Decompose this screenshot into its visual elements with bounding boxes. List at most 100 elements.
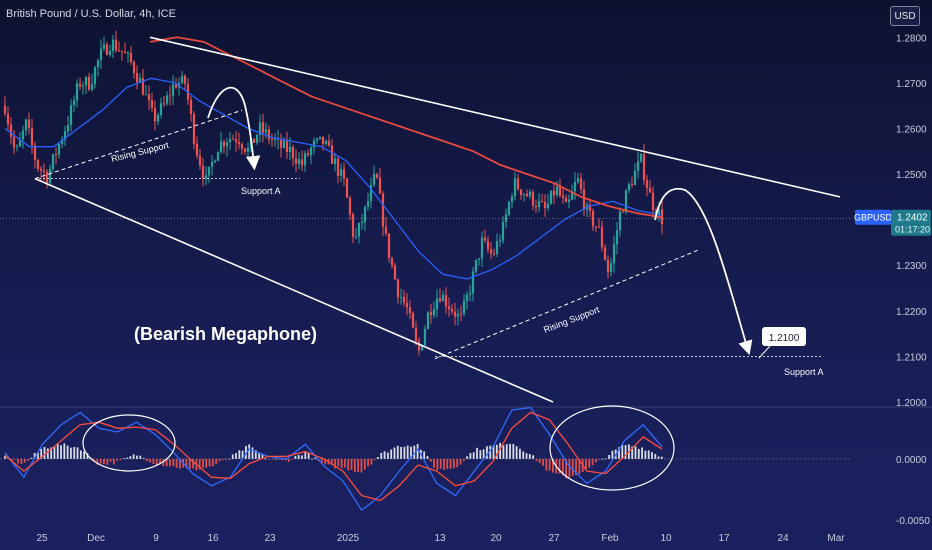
macd-histogram-bar <box>129 456 132 459</box>
price-tag-countdown: 01:17:20 <box>895 225 930 235</box>
macd-histogram-bar <box>347 458 350 471</box>
macd-histogram-bar <box>515 446 518 459</box>
rising-support-label-2: Rising Support <box>542 304 601 335</box>
candle-body <box>363 206 367 222</box>
candle-body <box>435 298 439 310</box>
candle-body <box>486 240 490 250</box>
target-pointer <box>758 345 771 359</box>
candle-body <box>651 192 655 211</box>
candle-body <box>156 114 160 122</box>
candle-body <box>297 159 301 164</box>
candle-body <box>582 189 586 210</box>
macd-histogram-bar <box>360 458 363 473</box>
target-callout <box>762 327 806 346</box>
macd-histogram-bar <box>578 458 581 475</box>
candle-body <box>357 223 361 237</box>
macd-histogram-bar <box>188 458 191 469</box>
time-tick-label: 2025 <box>337 533 360 544</box>
macd-histogram-bar <box>13 458 16 460</box>
macd-histogram-bar <box>618 447 620 459</box>
candle-body <box>639 153 643 162</box>
candle-body <box>405 302 409 308</box>
currency-button[interactable]: USD <box>890 6 920 26</box>
candle-body <box>507 202 511 215</box>
macd-tick-label: -0.0050 <box>896 516 930 527</box>
candle-body <box>282 140 286 148</box>
candle-body <box>189 99 193 115</box>
candle-body <box>441 294 445 302</box>
time-tick-label: 17 <box>718 533 730 544</box>
candle-body <box>351 214 355 237</box>
macd-histogram-bar <box>208 458 211 467</box>
candle-body <box>312 140 316 148</box>
candle-body <box>342 169 346 179</box>
candle-body <box>201 165 205 179</box>
candle-body <box>228 138 232 143</box>
candle-body <box>195 143 199 156</box>
macd-histogram-bar <box>522 451 525 459</box>
macd-histogram-bar <box>608 455 610 459</box>
macd-histogram-bar <box>443 458 445 470</box>
candle-body <box>39 168 43 171</box>
macd-histogram-bar <box>169 458 171 467</box>
candle-body <box>150 100 154 109</box>
candle-body <box>513 178 517 197</box>
macd-histogram-bar <box>400 446 402 459</box>
price-tick-label: 1.2600 <box>896 124 927 135</box>
candle-body <box>462 300 466 314</box>
candle-body <box>555 186 559 196</box>
macd-histogram-bar <box>83 451 86 459</box>
candle-body <box>162 103 166 105</box>
macd-histogram-bar <box>585 458 587 470</box>
time-tick-label: 10 <box>660 533 672 544</box>
candle-body <box>132 62 136 74</box>
candle-body <box>606 259 610 273</box>
candle-body <box>9 124 13 137</box>
candle-body <box>306 153 310 156</box>
candle-body <box>621 211 625 213</box>
macd-histogram-bar <box>109 458 112 462</box>
macd-histogram-bar <box>647 450 650 459</box>
macd-histogram-bar <box>297 455 300 459</box>
macd-histogram-bar <box>205 458 208 468</box>
macd-histogram-bar <box>4 456 6 459</box>
macd-histogram-bar <box>631 446 634 459</box>
candle-body <box>576 178 580 183</box>
candle-body <box>222 141 226 147</box>
candle-body <box>75 83 79 101</box>
candle-body <box>483 237 487 241</box>
macd-histogram-bar <box>386 452 389 459</box>
macd-histogram-bar <box>33 452 36 459</box>
candle-body <box>60 139 64 144</box>
macd-histogram-bar <box>264 458 267 460</box>
macd-histogram-bar <box>486 446 488 459</box>
candle-body <box>144 94 148 96</box>
macd-histogram-bar <box>162 458 165 467</box>
macd-histogram-bar <box>106 458 109 465</box>
candle-body <box>414 327 418 342</box>
macd-histogram-bar <box>50 447 53 459</box>
macd-histogram-bar <box>10 458 13 461</box>
macd-histogram-bar <box>155 458 158 466</box>
macd-histogram-bar <box>30 457 33 459</box>
candle-body <box>213 160 217 163</box>
candle-body <box>573 182 577 192</box>
candle-body <box>168 95 172 97</box>
candle-body <box>477 258 481 260</box>
macd-histogram-bar <box>56 443 59 459</box>
candle-body <box>411 312 415 328</box>
candle-body <box>207 166 211 176</box>
macd-histogram-bar <box>383 451 386 459</box>
macd-histogram-bar <box>287 458 290 462</box>
candle-body <box>183 75 187 84</box>
candle-body <box>87 76 91 90</box>
candle-body <box>354 236 358 238</box>
macd-histogram-bar <box>119 458 122 461</box>
candle-body <box>396 279 400 298</box>
candle-body <box>633 170 637 186</box>
macd-histogram-bar <box>545 458 548 471</box>
candle-body <box>546 203 550 209</box>
macd-histogram-bar <box>241 450 244 459</box>
